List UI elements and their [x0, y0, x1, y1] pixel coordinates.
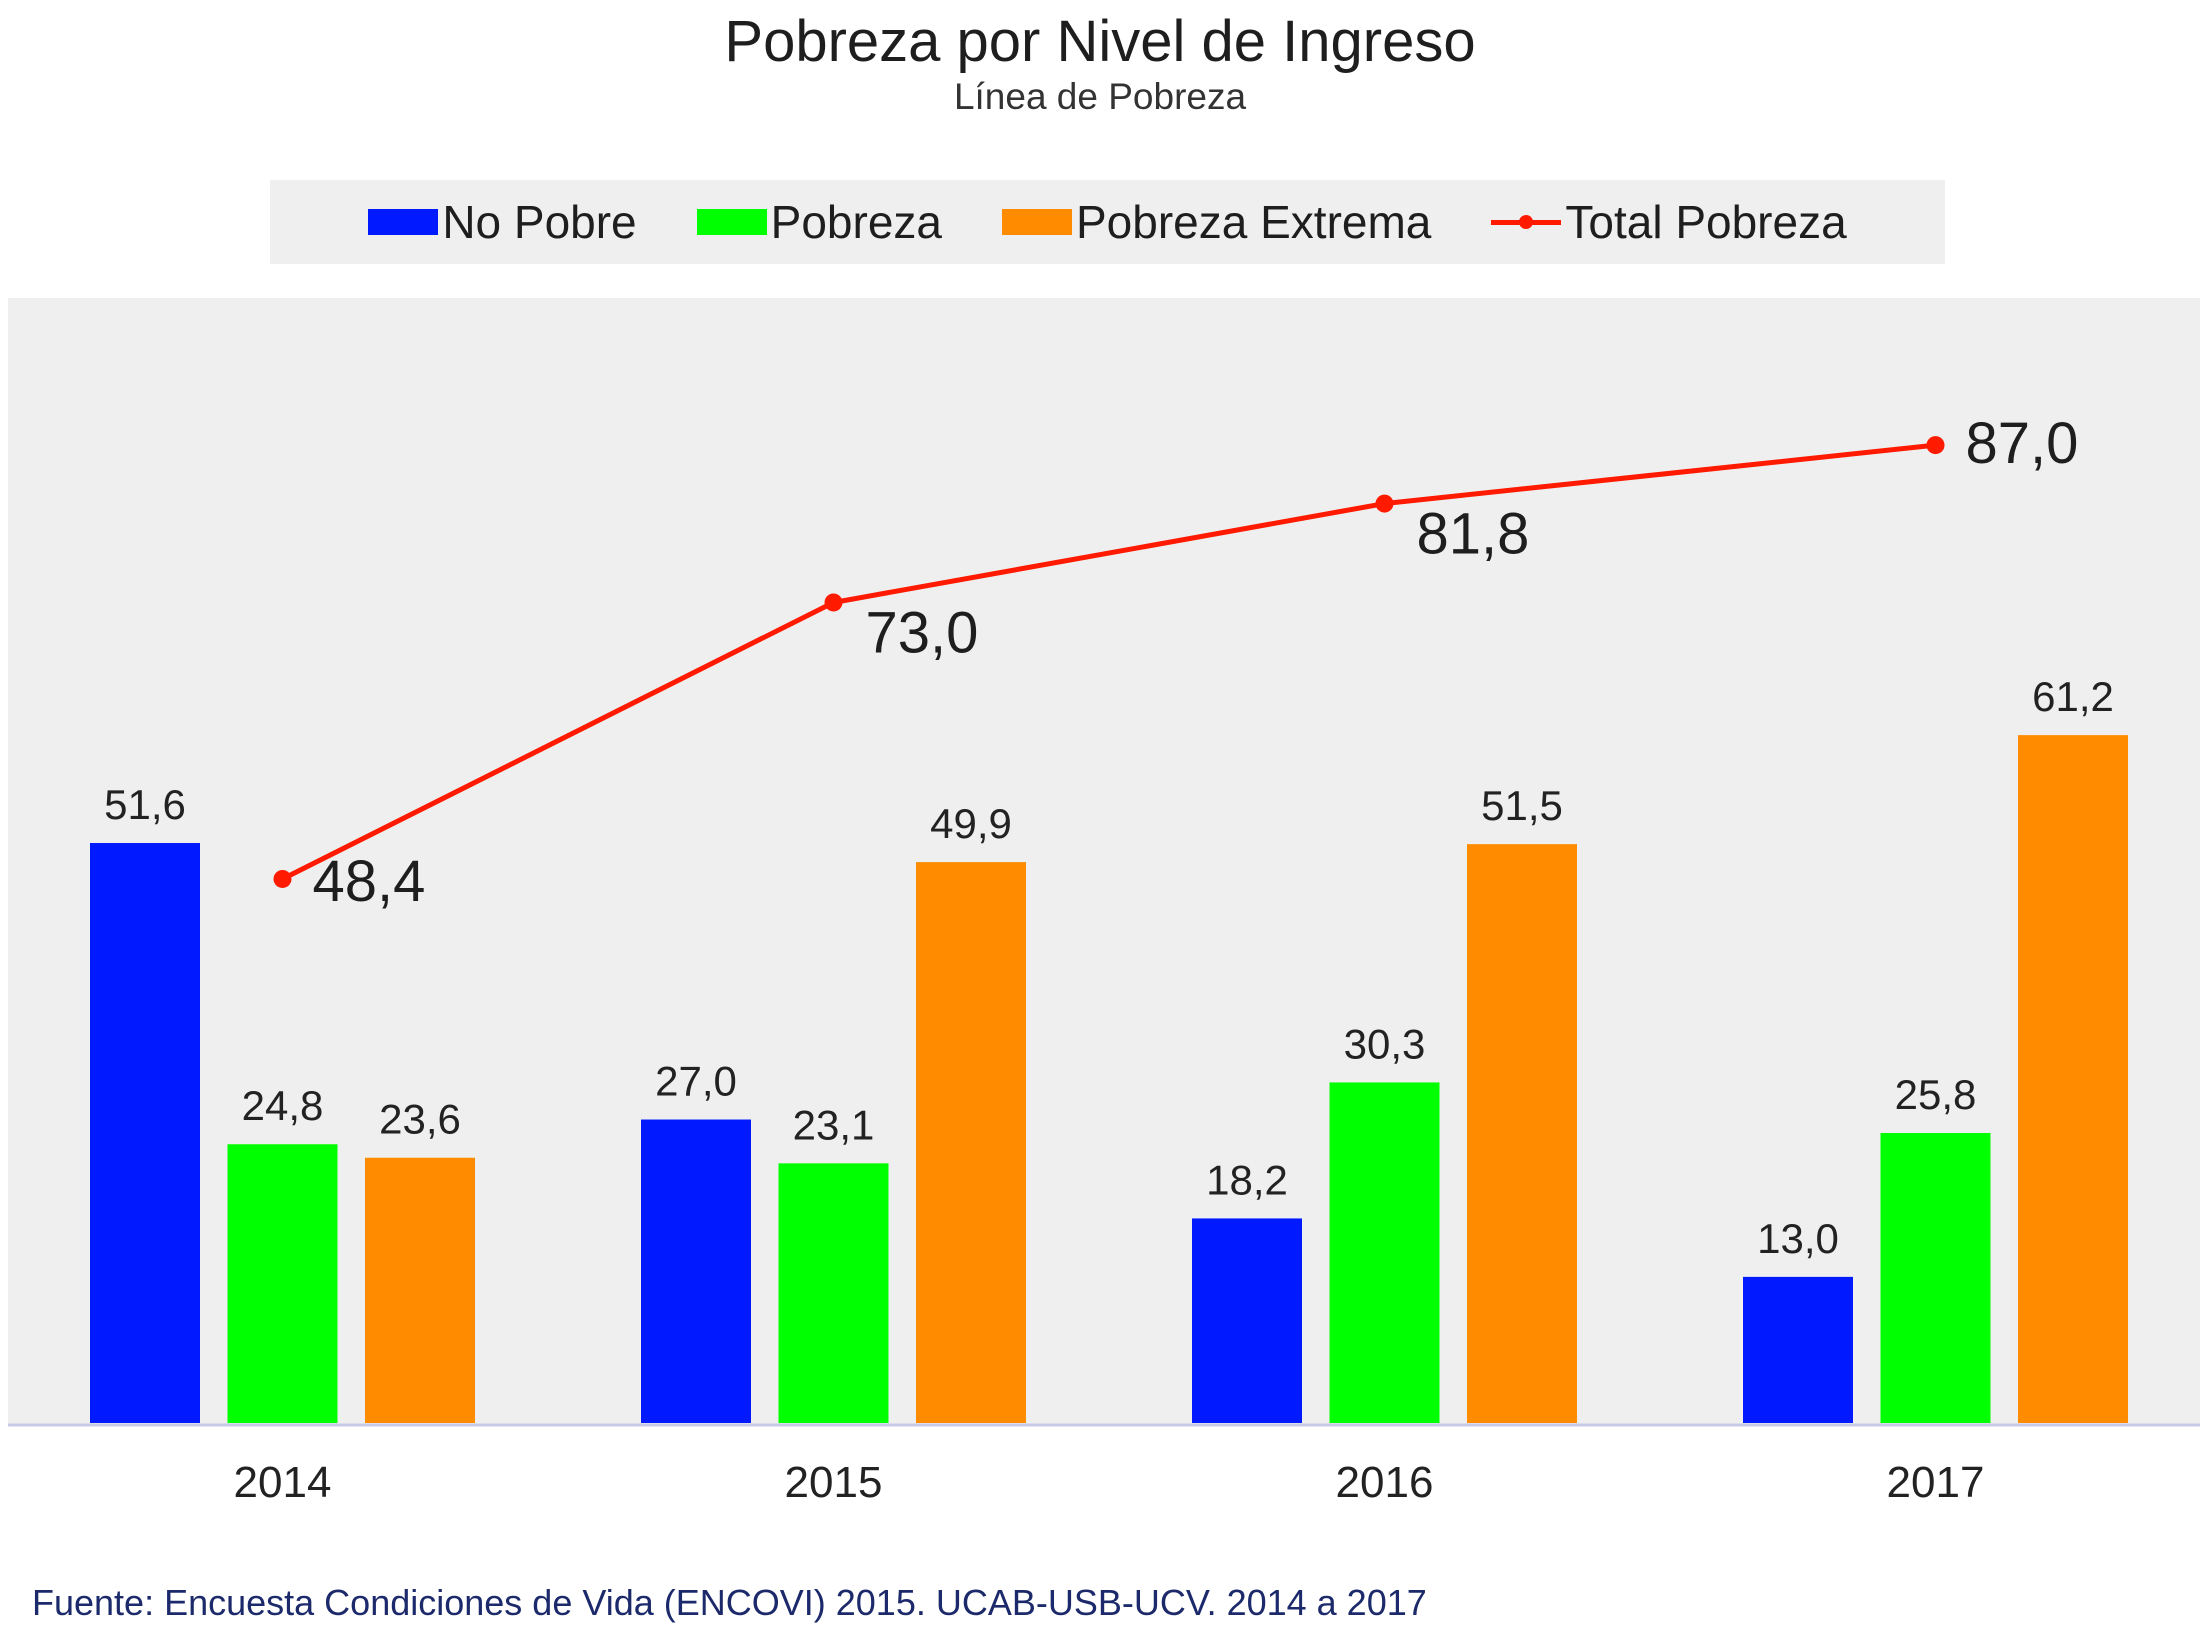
- bar-no-pobre-2015: [641, 1119, 751, 1423]
- x-tick-label-2014: 2014: [234, 1458, 332, 1507]
- legend-item-no-pobre: No Pobre: [368, 195, 637, 249]
- bar-pobreza-extrema-2016: [1467, 844, 1577, 1423]
- data-label-total-pobreza-2014: 48,4: [313, 849, 426, 914]
- legend-swatch-no-pobre: [368, 209, 439, 235]
- bar-pobreza-2015: [778, 1163, 889, 1423]
- data-label-total-pobreza-2016: 81,8: [1417, 502, 1530, 567]
- legend-swatch-pobreza-extrema: [1002, 209, 1072, 235]
- line-point-total-pobreza-2015: [824, 593, 843, 612]
- data-label-no-pobre-2016: 18,2: [1206, 1156, 1288, 1203]
- data-label-pobreza-2014: 24,8: [242, 1082, 324, 1129]
- legend-swatch-pobreza: [696, 209, 767, 235]
- bar-pobreza-2014: [227, 1144, 338, 1423]
- legend-item-total-pobreza: Total Pobreza: [1491, 195, 1847, 249]
- legend-label: No Pobre: [442, 196, 637, 248]
- data-label-pobreza-extrema-2016: 51,5: [1481, 782, 1563, 829]
- line-point-total-pobreza-2017: [1926, 436, 1945, 455]
- x-tick-label-2016: 2016: [1336, 1458, 1434, 1507]
- bar-no-pobre-2017: [1743, 1276, 1853, 1423]
- line-point-total-pobreza-2016: [1375, 494, 1394, 513]
- chart-subtitle: Línea de Pobreza: [953, 76, 1247, 117]
- legend-item-pobreza-extrema: Pobreza Extrema: [1002, 195, 1431, 249]
- x-tick-label-2017: 2017: [1887, 1458, 1985, 1507]
- data-label-total-pobreza-2017: 87,0: [1966, 411, 2079, 476]
- data-label-pobreza-2016: 30,3: [1344, 1020, 1426, 1067]
- source-note: Fuente: Encuesta Condiciones de Vida (EN…: [32, 1582, 1427, 1623]
- bar-pobreza-extrema-2015: [916, 862, 1026, 1423]
- data-label-pobreza-extrema-2014: 23,6: [379, 1096, 461, 1143]
- data-label-pobreza-2015: 23,1: [793, 1101, 875, 1148]
- legend-item-pobreza: Pobreza: [696, 195, 942, 249]
- bar-pobreza-2016: [1329, 1082, 1440, 1423]
- line-point-total-pobreza-2014: [273, 869, 292, 888]
- bar-pobreza-extrema-2017: [2018, 735, 2128, 1423]
- bar-pobreza-extrema-2014: [365, 1157, 475, 1423]
- chart-title: Pobreza por Nivel de Ingreso: [724, 9, 1476, 74]
- line-total-pobreza: [281, 442, 1936, 882]
- data-label-no-pobre-2015: 27,0: [655, 1058, 737, 1105]
- legend-line-marker-icon: [1491, 209, 1562, 235]
- data-label-no-pobre-2014: 51,6: [104, 781, 186, 828]
- legend: No Pobre Pobreza Pobreza Extrema Total P…: [270, 180, 1945, 264]
- data-label-no-pobre-2017: 13,0: [1757, 1215, 1839, 1262]
- data-label-pobreza-extrema-2017: 61,2: [2032, 673, 2114, 720]
- bar-pobreza-2017: [1880, 1133, 1991, 1423]
- bar-no-pobre-2014: [90, 843, 200, 1423]
- x-tick-label-2015: 2015: [785, 1458, 883, 1507]
- data-label-total-pobreza-2015: 73,0: [866, 600, 979, 665]
- data-label-pobreza-2017: 25,8: [1895, 1071, 1977, 1118]
- legend-label: Pobreza Extrema: [1076, 196, 1432, 248]
- legend-label: Total Pobreza: [1565, 196, 1847, 248]
- bar-no-pobre-2016: [1192, 1218, 1302, 1423]
- data-label-pobreza-extrema-2015: 49,9: [930, 800, 1012, 847]
- legend-label: Pobreza: [770, 196, 942, 248]
